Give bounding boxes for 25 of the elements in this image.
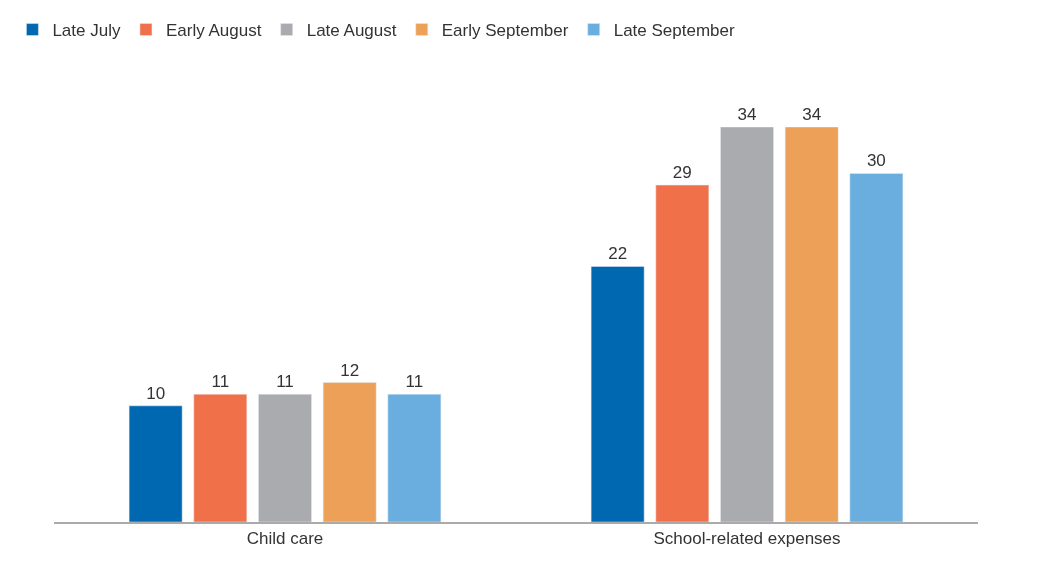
data-label: 10: [146, 383, 166, 403]
bar: [128, 405, 183, 522]
bar: [322, 382, 377, 522]
bar: [387, 393, 442, 522]
data-label: 29: [672, 163, 692, 183]
data-label: 11: [276, 372, 294, 392]
bar: [193, 393, 248, 522]
data-label: 11: [211, 372, 230, 392]
x-tick-label: Child care: [246, 529, 324, 549]
legend-label: Early September: [441, 21, 569, 41]
legend-label: Late July: [52, 21, 121, 41]
data-label: 30: [866, 151, 886, 171]
bar: [849, 173, 904, 522]
data-label: 22: [608, 244, 628, 264]
data-label: 11: [405, 372, 424, 392]
bar: [655, 184, 710, 522]
x-tick-label: School-related expenses: [653, 529, 841, 549]
bar: [590, 266, 645, 522]
legend-label: Late September: [613, 21, 736, 41]
data-label: 12: [340, 360, 360, 380]
legend-label: Early August: [165, 21, 262, 41]
bar: [784, 127, 839, 522]
data-label: 34: [737, 105, 757, 124]
legend-label: Late August: [306, 21, 397, 41]
data-label: 34: [802, 105, 822, 124]
